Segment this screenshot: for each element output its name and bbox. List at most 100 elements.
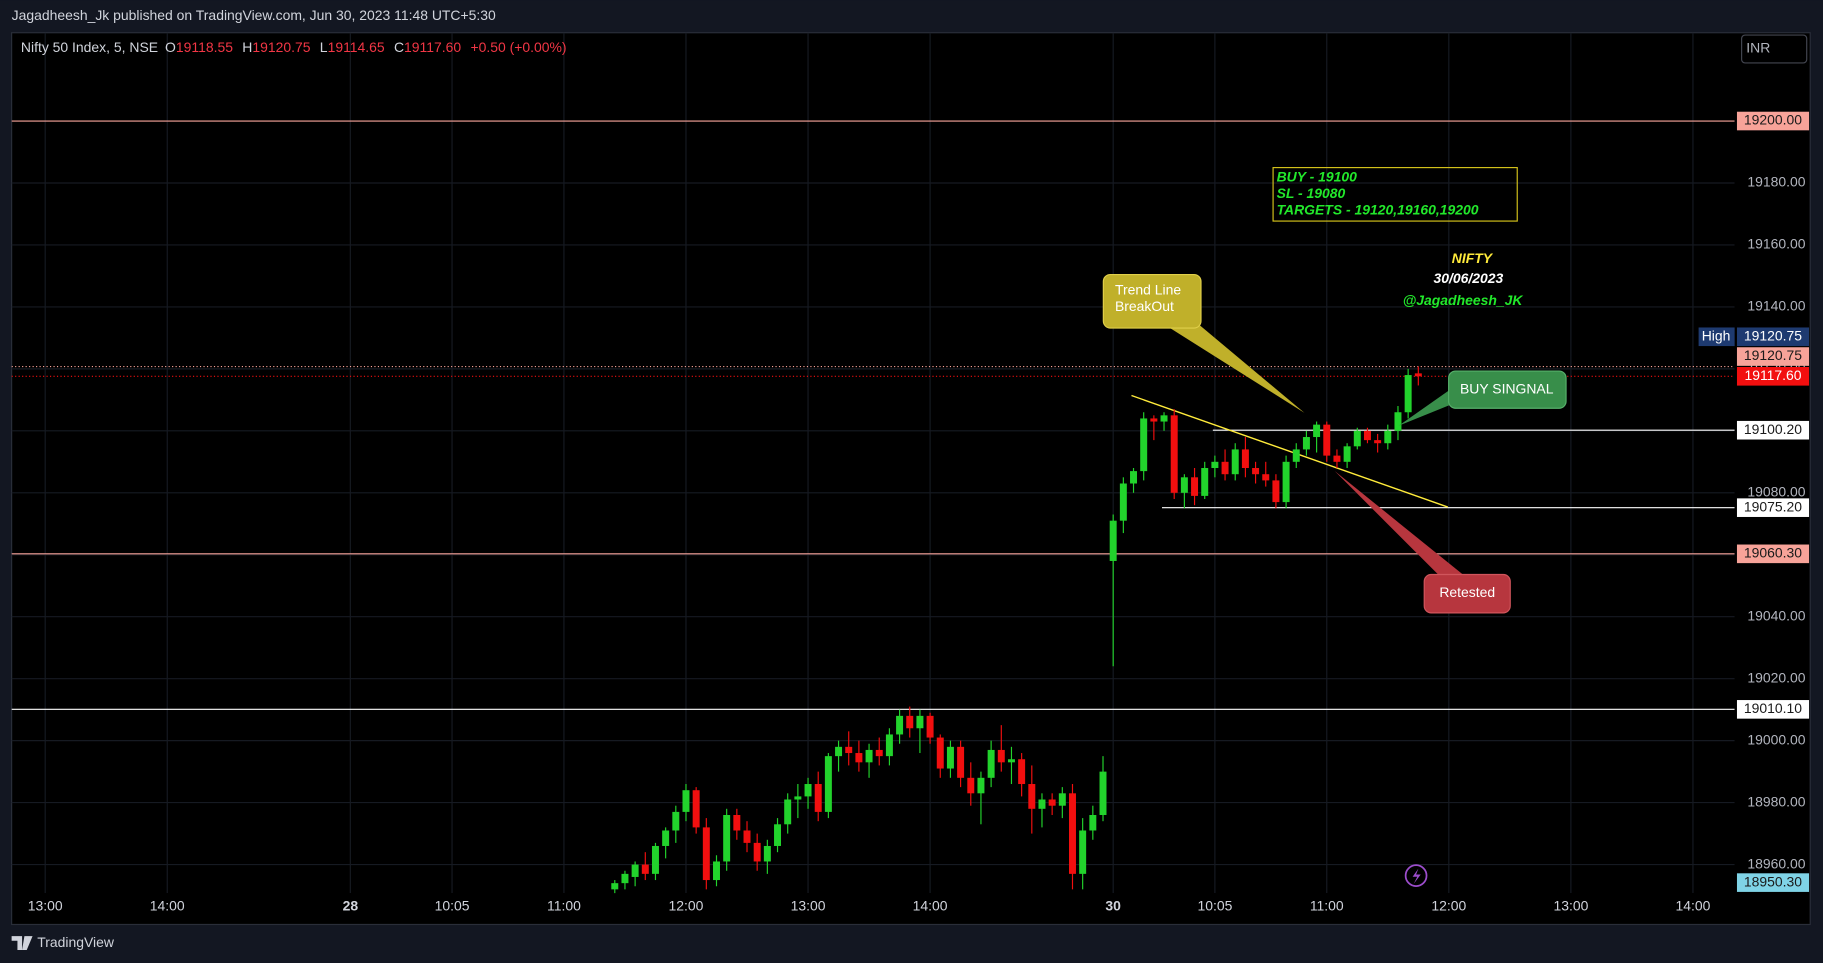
candle-body xyxy=(1302,437,1310,450)
y-tick-label: 19000.00 xyxy=(1747,731,1805,747)
price-label: 19200.00 xyxy=(1744,112,1802,128)
candle-body xyxy=(957,746,965,778)
price-label-box xyxy=(1736,498,1810,517)
candle-body xyxy=(1038,799,1046,809)
x-tick-label: 11:00 xyxy=(1310,898,1344,914)
axes: 18960.00 18980.00 19000.00 19020.00 19040.00… xyxy=(28,112,1810,914)
candle-body xyxy=(651,845,659,874)
plan-box xyxy=(1272,167,1518,222)
price-label: 19075.20 xyxy=(1744,498,1802,514)
plan-text: TARGETS - 19120,19160,19200 xyxy=(1277,201,1479,217)
y-tick-label: 18960.00 xyxy=(1747,855,1805,871)
candle-body xyxy=(946,746,954,769)
callout-pointer xyxy=(1398,387,1454,426)
candle-body xyxy=(916,715,924,729)
candle-body xyxy=(611,883,619,890)
candle-body xyxy=(845,746,853,754)
candle-body xyxy=(1109,520,1117,561)
l-value: 19114.65 xyxy=(328,39,385,55)
candle-body xyxy=(855,753,863,763)
x-tick-label: 13:00 xyxy=(791,898,826,914)
candle-body xyxy=(1363,430,1371,441)
candle-body xyxy=(1079,830,1087,874)
o-value: 19118.55 xyxy=(176,39,233,55)
candle-body xyxy=(733,814,741,831)
price-lines xyxy=(11,120,1735,710)
candle-body xyxy=(875,749,883,757)
alert-icon[interactable] xyxy=(1404,864,1428,887)
candles xyxy=(611,366,1422,894)
brand: TradingView xyxy=(37,934,115,950)
x-tick-label: 14:00 xyxy=(1675,898,1710,914)
candle-body xyxy=(906,715,914,729)
candle-body xyxy=(713,861,720,881)
candle-body xyxy=(1404,375,1412,413)
candle-body xyxy=(865,749,873,763)
y-tick-label: 19020.00 xyxy=(1747,669,1805,685)
candle-body xyxy=(1201,468,1209,496)
x-tick-label: 14:00 xyxy=(150,898,185,914)
candle-body xyxy=(794,796,802,800)
callout-pointer xyxy=(1334,471,1468,578)
y-tick-label: 19040.00 xyxy=(1747,607,1805,623)
currency[interactable]: INR xyxy=(1746,40,1770,56)
plan-text: BUY - 19100 xyxy=(1277,169,1358,185)
retested-callout xyxy=(1423,573,1511,614)
candle-body xyxy=(1160,415,1168,422)
x-tick-label: 10:05 xyxy=(1197,898,1232,914)
candle-body xyxy=(743,830,751,843)
price-label: 18950.30 xyxy=(1744,873,1802,889)
price-label: 19120.75 xyxy=(1744,347,1802,363)
candle-body xyxy=(1140,418,1148,472)
c-value: 19117.60 xyxy=(404,39,461,55)
candle-body xyxy=(1292,449,1300,462)
c-label: C xyxy=(394,39,404,55)
candle-body xyxy=(1069,793,1076,874)
candle-body xyxy=(1048,799,1056,806)
price-label-box xyxy=(1736,420,1810,440)
brand-logo xyxy=(11,936,33,951)
breakout-callout xyxy=(1102,273,1202,329)
candle-body xyxy=(1323,424,1331,456)
price-label: 19060.30 xyxy=(1744,545,1802,561)
candle-body xyxy=(1211,461,1219,469)
price-label-box xyxy=(1736,327,1810,347)
price-label-box xyxy=(1736,544,1810,564)
x-tick-label: 13:00 xyxy=(1553,898,1588,914)
candle-body xyxy=(672,811,680,831)
candle-body xyxy=(1089,814,1097,831)
legend: Nifty 50 Index, 5, NSE O19118.55 H19120.75… xyxy=(21,39,567,55)
candle-body xyxy=(814,784,822,812)
candle-body xyxy=(1099,771,1107,815)
candle-body xyxy=(631,864,639,877)
x-tick-label: 30 xyxy=(1105,898,1121,914)
candle-body xyxy=(702,827,710,881)
callout-text: Retested xyxy=(1439,584,1495,600)
l-label: L xyxy=(320,39,328,55)
y-tick-label: 19180.00 xyxy=(1747,174,1805,190)
currency-button[interactable] xyxy=(1741,34,1808,64)
candle-body xyxy=(774,824,782,846)
candle-body xyxy=(1119,483,1127,521)
price-label: 19117.60 xyxy=(1744,367,1801,383)
alert-bolt xyxy=(1412,868,1421,884)
candle-body xyxy=(824,756,832,812)
candle-body xyxy=(1343,446,1351,462)
candle-body xyxy=(1028,784,1036,809)
candle-body xyxy=(1007,759,1015,763)
price-label: 19120.75 xyxy=(1744,327,1802,343)
price-label-box xyxy=(1736,347,1810,366)
nifty-label: NIFTY xyxy=(1452,250,1494,266)
candle-body xyxy=(1241,449,1249,469)
date-label: 30/06/2023 xyxy=(1434,270,1504,286)
candle-body xyxy=(1384,430,1392,444)
candle-body xyxy=(1058,793,1066,806)
price-label: 19100.20 xyxy=(1744,421,1802,437)
callout-text: Trend Line xyxy=(1115,282,1181,298)
candle-body xyxy=(987,749,995,778)
candle-body xyxy=(723,814,731,862)
candle-body xyxy=(1353,430,1361,447)
candle-body xyxy=(1394,412,1402,431)
candle-body xyxy=(1150,418,1158,422)
candle-body xyxy=(621,873,629,884)
